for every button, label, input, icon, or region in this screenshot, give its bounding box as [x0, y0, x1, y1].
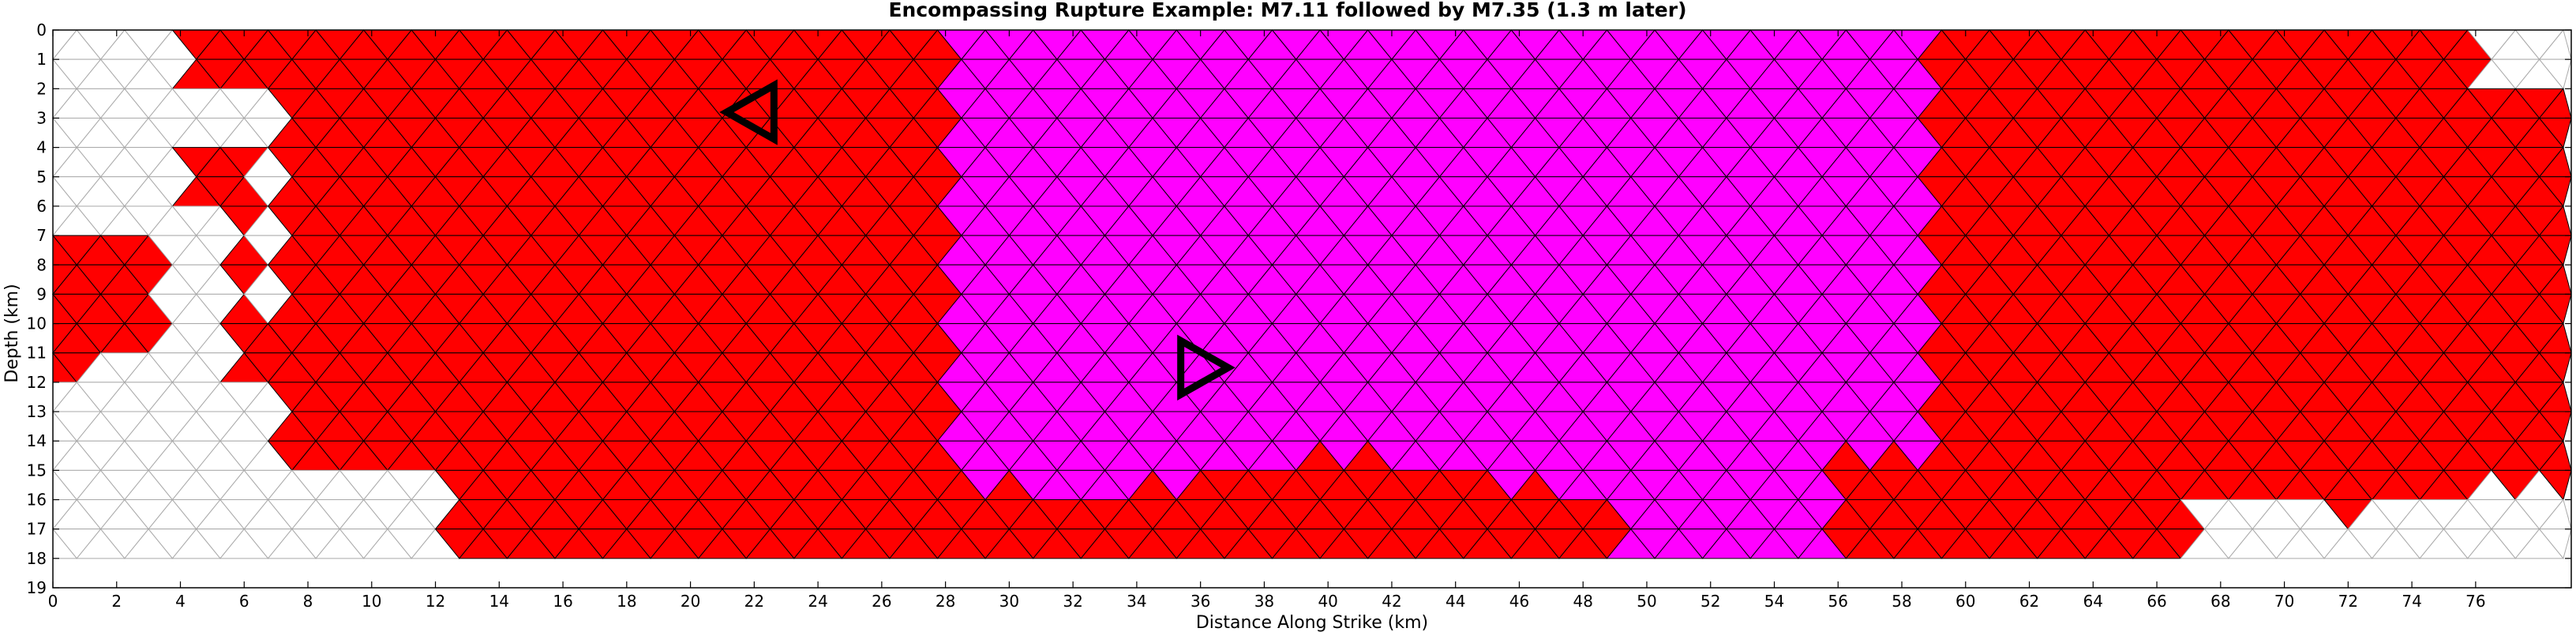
- mesh-cell: [2538, 293, 2572, 325]
- x-tick-label: 50: [1637, 592, 1656, 611]
- x-tick-label: 14: [489, 592, 509, 611]
- y-tick-label: 1: [36, 50, 47, 69]
- x-tick-label: 68: [2210, 592, 2230, 611]
- y-tick-label: 19: [27, 578, 47, 597]
- x-tick-label: 30: [999, 592, 1019, 611]
- y-tick-label: 15: [27, 461, 47, 480]
- plot-axes: 0 2 4 6 8 10 12 14 16 18 20 22 24 26 28 30 32 34 36 38 40 42 4…: [27, 21, 2572, 611]
- y-tick-label: 9: [36, 284, 47, 303]
- x-tick-label: 4: [175, 592, 186, 611]
- x-tick-label: 0: [48, 592, 58, 611]
- x-tick-label: 20: [681, 592, 700, 611]
- y-tick-label: 0: [36, 21, 47, 40]
- mesh-cell: [2538, 469, 2572, 501]
- x-tick-label: 18: [617, 592, 636, 611]
- plot-frame: [52, 29, 2572, 589]
- y-tick-label: 4: [36, 138, 47, 157]
- x-tick-label: 48: [1573, 592, 1593, 611]
- y-tick-label: 13: [27, 402, 47, 421]
- x-tick-label: 64: [2083, 592, 2103, 611]
- x-tick-label: 6: [239, 592, 249, 611]
- y-tick-label: 5: [36, 167, 47, 186]
- x-tick-label: 26: [872, 592, 891, 611]
- x-tick-label: 40: [1318, 592, 1337, 611]
- y-tick-label: 3: [36, 108, 47, 127]
- x-tick-label: 76: [2465, 592, 2485, 611]
- x-tick-label: 10: [362, 592, 381, 611]
- y-tick-label: 16: [27, 491, 47, 510]
- x-tick-label: 36: [1191, 592, 1210, 611]
- y-tick-label: 7: [36, 226, 47, 245]
- hypocenter-marker-m7-35: [1177, 334, 1236, 401]
- chart-title: Encompassing Rupture Example: M7.11 foll…: [888, 0, 1686, 21]
- x-tick-label: 54: [1764, 592, 1784, 611]
- x-tick-label: 56: [1828, 592, 1848, 611]
- x-tick-label: 42: [1382, 592, 1401, 611]
- y-tick-label: 10: [27, 314, 47, 333]
- fault-mesh: [51, 28, 2572, 559]
- y-axis-label: Depth (km): [2, 284, 22, 382]
- x-tick-label: 72: [2338, 592, 2358, 611]
- hypocenter-markers: [719, 79, 1236, 401]
- x-tick-label: 60: [1955, 592, 1975, 611]
- x-tick-label: 12: [426, 592, 445, 611]
- y-tick-label: 6: [36, 197, 47, 216]
- mesh-cell: [2538, 176, 2572, 208]
- x-tick-label: 58: [1892, 592, 1911, 611]
- x-tick-label: 70: [2274, 592, 2294, 611]
- x-tick-label: 66: [2147, 592, 2166, 611]
- x-tick-label: 2: [111, 592, 122, 611]
- y-tick-label: 18: [27, 549, 47, 568]
- x-tick-label: 22: [744, 592, 764, 611]
- x-tick-label: 32: [1063, 592, 1082, 611]
- mesh-cell: [2538, 58, 2572, 90]
- x-tick-label: 52: [1700, 592, 1720, 611]
- y-tick-label: 2: [36, 79, 47, 98]
- x-tick-label: 46: [1509, 592, 1529, 611]
- mesh-cell: [2538, 529, 2572, 559]
- x-tick-label: 24: [808, 592, 827, 611]
- hypocenter-marker-m7-11: [719, 79, 778, 145]
- mesh-cell: [2538, 117, 2572, 149]
- x-tick-label: 44: [1445, 592, 1465, 611]
- x-tick-label: 74: [2402, 592, 2421, 611]
- x-tick-label: 62: [2019, 592, 2039, 611]
- mesh-cell: [2538, 235, 2572, 266]
- x-tick-label: 38: [1254, 592, 1274, 611]
- x-axis-label: Distance Along Strike (km): [1196, 613, 1428, 632]
- x-tick-label: 16: [553, 592, 572, 611]
- x-tick-label: 34: [1127, 592, 1146, 611]
- mesh-cell: [2538, 411, 2572, 442]
- y-tick-label: 11: [27, 344, 47, 363]
- x-tick-label: 28: [936, 592, 955, 611]
- x-tick-label: 8: [303, 592, 313, 611]
- y-tick-label: 17: [27, 520, 47, 539]
- y-tick-label: 12: [27, 373, 47, 392]
- y-tick-label: 8: [36, 255, 47, 274]
- mesh-cell: [2538, 352, 2572, 383]
- y-tick-label: 14: [27, 431, 47, 450]
